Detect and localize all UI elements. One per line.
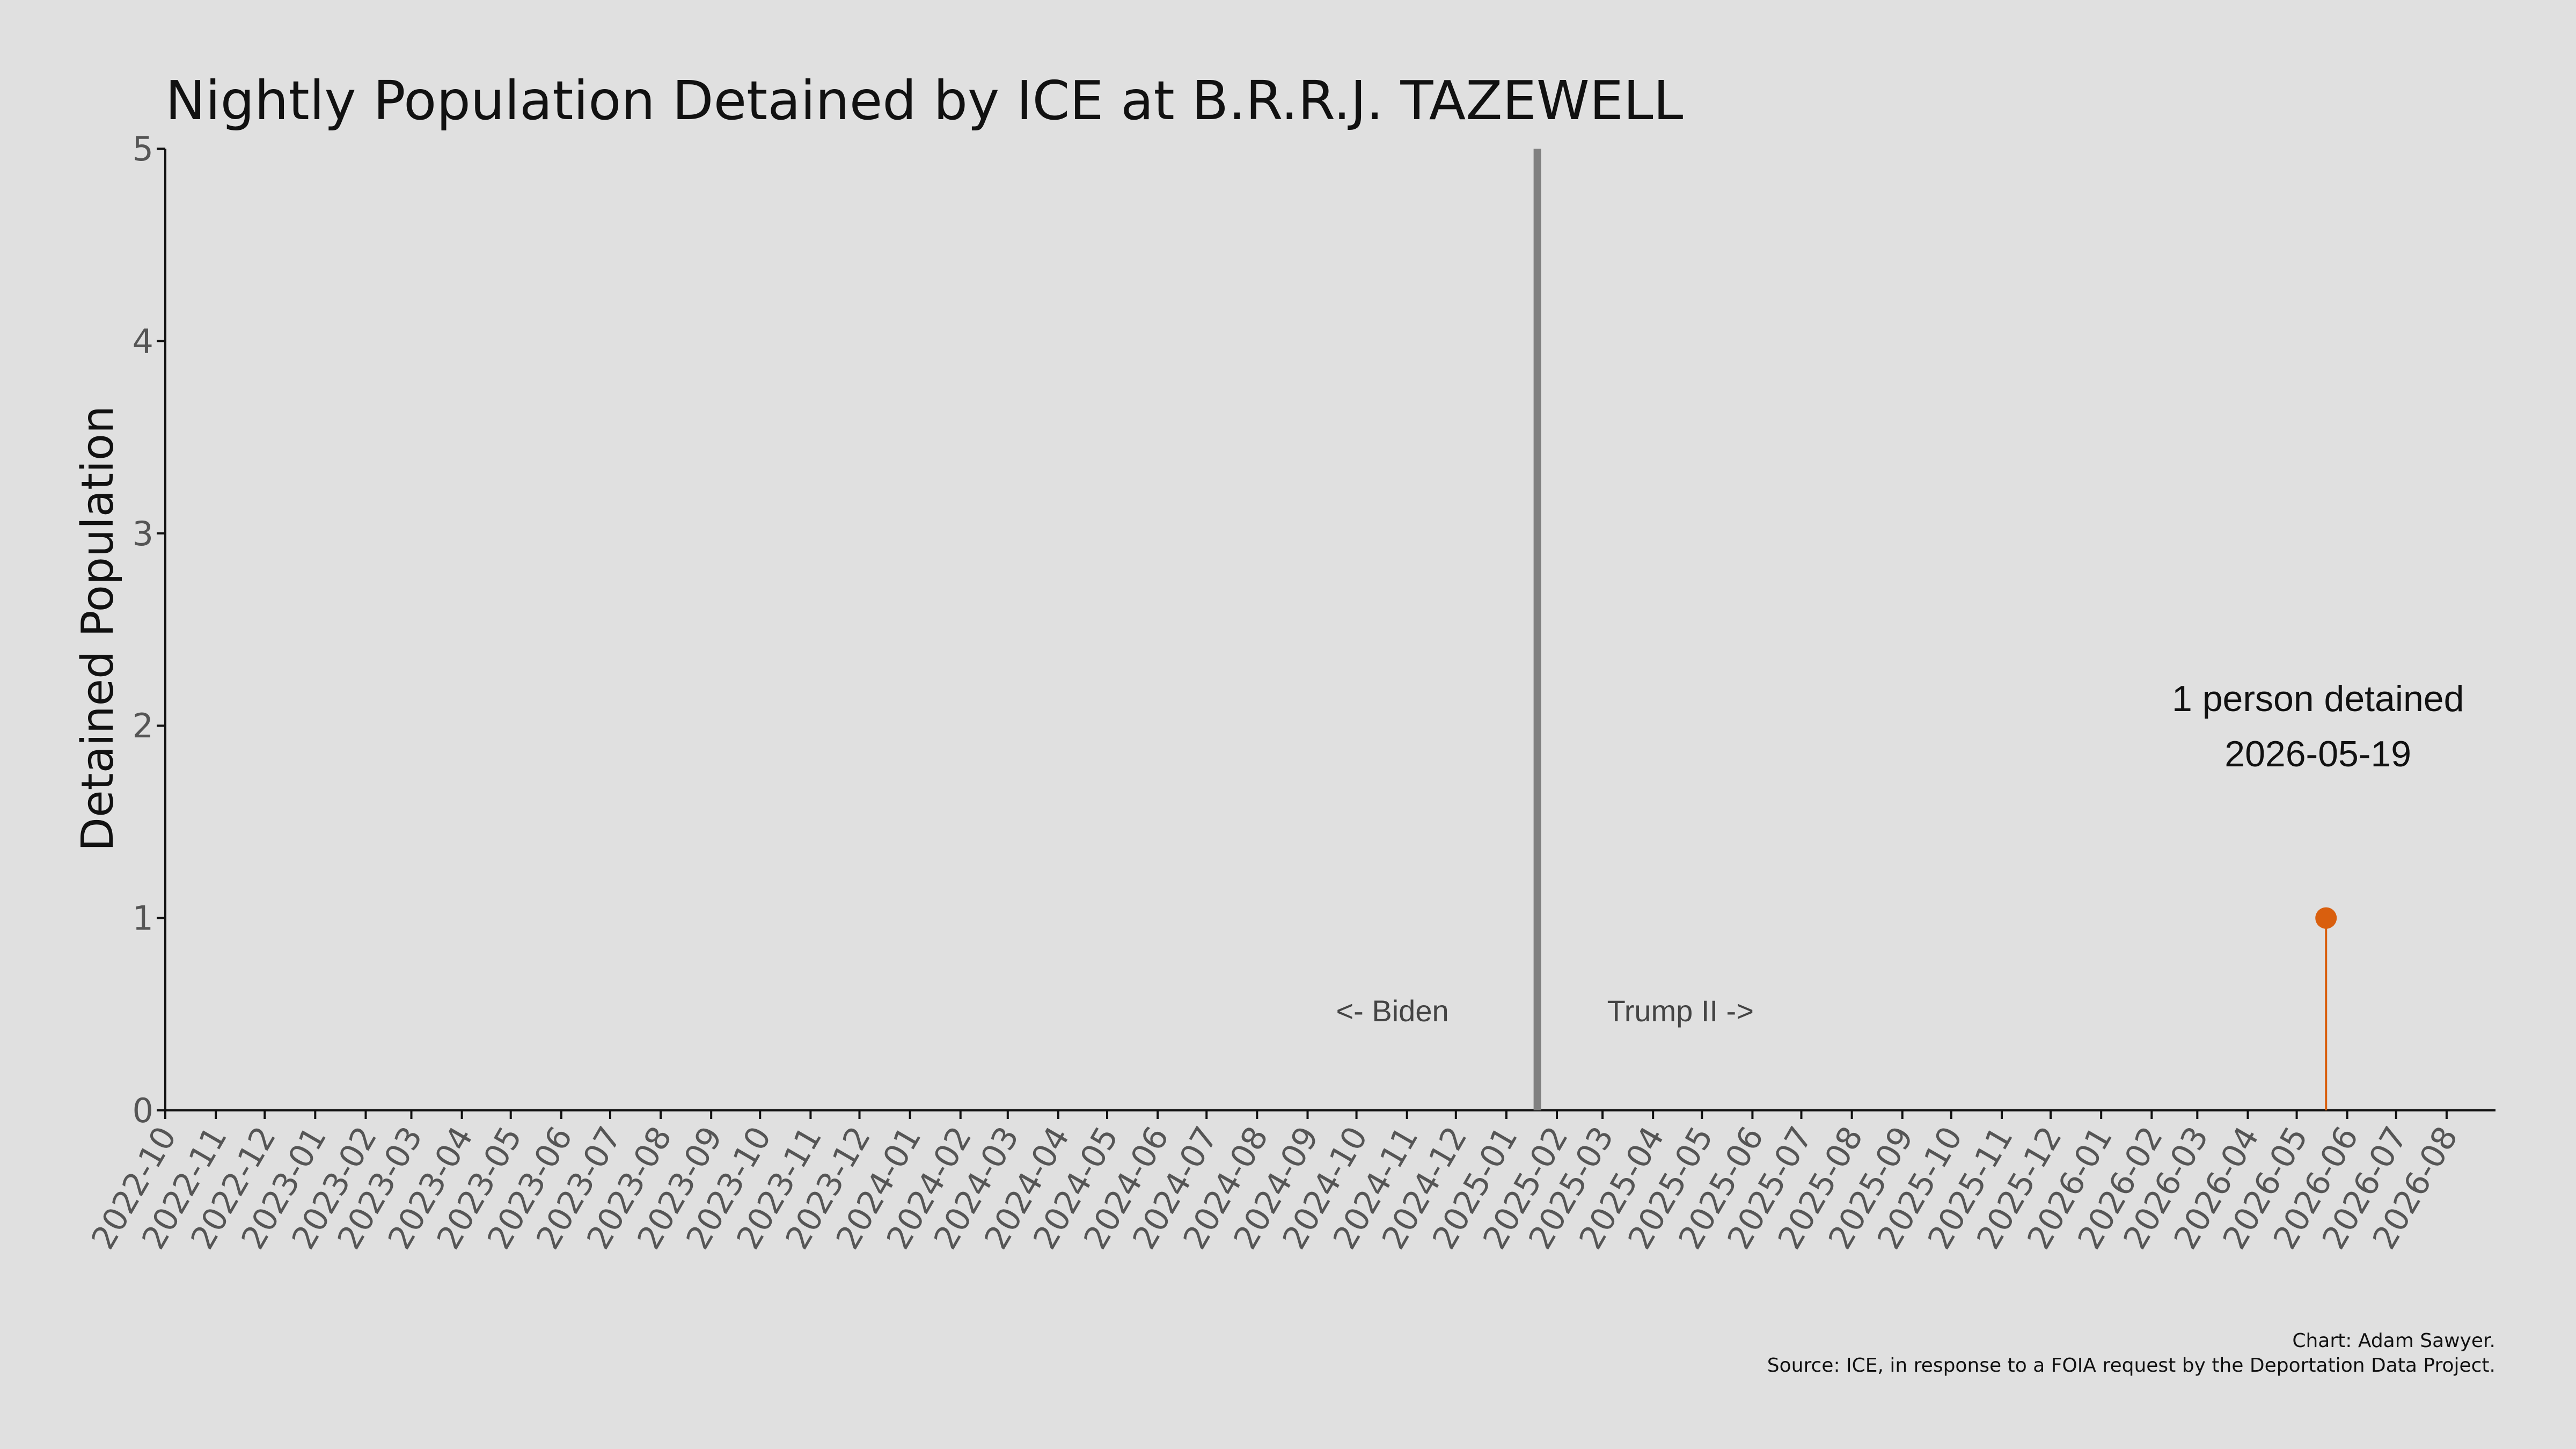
y-tick-label: 0 — [133, 1091, 153, 1130]
plot-area: 0123452022-102022-112022-122023-012023-0… — [84, 129, 2496, 1256]
y-tick-label: 4 — [133, 321, 153, 361]
y-axis-label: Detained Population — [72, 406, 123, 851]
data-point — [2315, 907, 2337, 929]
y-tick-label: 5 — [133, 129, 153, 169]
y-tick-label: 1 — [133, 899, 153, 938]
credit-line-2: Source: ICE, in response to a FOIA reque… — [1767, 1355, 2496, 1377]
chart-title: Nightly Population Detained by ICE at B.… — [165, 69, 1684, 132]
annotation-line-2: 2026-05-19 — [2224, 734, 2411, 774]
era-label-biden: <- Biden — [1336, 994, 1448, 1028]
y-tick-label: 2 — [133, 706, 153, 745]
credit-line-1: Chart: Adam Sawyer. — [2292, 1330, 2496, 1352]
annotation-line-1: 1 person detained — [2172, 678, 2464, 719]
y-tick-label: 3 — [133, 514, 153, 553]
era-label-trump: Trump II -> — [1607, 994, 1754, 1028]
